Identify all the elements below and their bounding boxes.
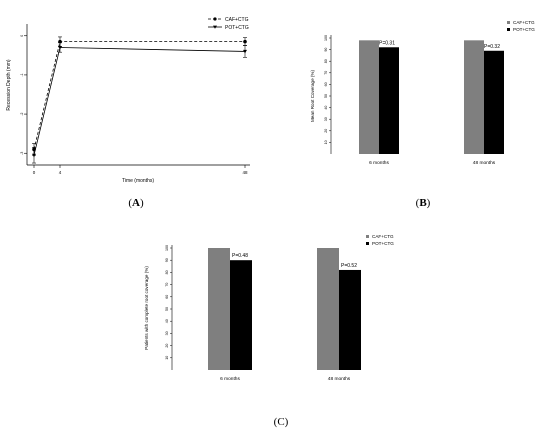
data-point [32, 153, 36, 158]
series-line-POT+CTG [33, 47, 246, 156]
y-tick-label: 50 [165, 307, 169, 311]
y-tick-label: 30 [165, 331, 169, 335]
bar-POT+CTG-1 [339, 269, 361, 370]
y-tick-label: 90 [324, 48, 328, 52]
y-tick-label: -2 [20, 112, 24, 115]
legend-label: POT+CTG [513, 27, 535, 32]
bar-CAF+CTG-1 [464, 40, 484, 154]
p-value-annotation: P=0.32 [484, 44, 500, 50]
legend-label: CAF+CTG [513, 20, 535, 25]
p-value-annotation: P=0.52 [341, 263, 357, 269]
bar-POT+CTG-0 [230, 260, 252, 370]
y-tick-label: 80 [165, 270, 169, 274]
bar-CAF+CTG-1 [317, 248, 339, 370]
y-tick-label: 20 [324, 129, 328, 133]
data-point [58, 46, 62, 50]
y-tick-label: 0 [20, 35, 24, 37]
x-tick-label: 0 [33, 170, 36, 175]
legend-marker [213, 25, 217, 29]
data-point [243, 39, 247, 44]
bar-POT+CTG-0 [379, 47, 399, 154]
legend-swatch [507, 28, 510, 31]
chart-panel-a: -3 -2 -1 0 0 4 48 Time (months) Recession Depth … [6, 17, 250, 184]
y-tick-label: 60 [165, 295, 169, 299]
p-value-annotation: P=0.31 [379, 40, 395, 46]
legend-label: POT+CTG [372, 241, 394, 246]
panel-label-a: (A) [128, 197, 144, 209]
x-tick-label: 6 months [220, 376, 240, 382]
bar-CAF+CTG-0 [359, 40, 379, 154]
x-tick-label: 4 [59, 170, 62, 175]
y-tick-label: 10 [165, 356, 169, 360]
bar-POT+CTG-1 [484, 50, 504, 155]
legend-label: CAF+CTG [225, 17, 249, 23]
p-value-annotation: P=0.48 [232, 253, 248, 259]
legend-label: CAF+CTG [372, 234, 394, 239]
y-tick-label: 50 [324, 94, 328, 98]
x-tick-label: 48 months [473, 160, 496, 166]
x-tick-label: 48 [242, 170, 248, 175]
chart-panel-c: 10 20 30 40 50 60 70 80 90 100 Patients with compl… [144, 234, 394, 382]
y-tick-label: 80 [324, 59, 328, 63]
x-tick-label: 6 months [369, 160, 389, 166]
y-tick-label: 100 [165, 245, 169, 251]
legend-marker [213, 17, 217, 21]
legend-swatch [507, 21, 510, 24]
x-tick-label: 48 months [328, 376, 351, 382]
y-tick-label: 70 [324, 71, 328, 75]
y-tick-label: 40 [324, 106, 328, 110]
x-axis-label: Time (months) [122, 178, 154, 184]
y-tick-label: 70 [165, 283, 169, 287]
y-tick-label: 90 [165, 258, 169, 262]
legend-label: POT+CTG [225, 25, 249, 31]
y-tick-label: 40 [165, 319, 169, 323]
chart-panel-b: 10 20 30 40 50 60 70 80 90 100 Mean Root Coverage … [310, 20, 535, 166]
bar-CAF+CTG-0 [208, 248, 230, 370]
legend-swatch [366, 235, 369, 238]
y-axis-label: Patients with complete root coverage (%) [144, 266, 149, 350]
y-tick-label: 10 [324, 140, 328, 144]
series-line-CAF+CTG [33, 41, 245, 150]
panel-label-b: (B) [416, 197, 431, 209]
y-axis-label: Mean Root Coverage (%) [310, 69, 315, 122]
y-tick-label: 60 [324, 82, 328, 86]
y-tick-label: -1 [20, 73, 24, 76]
y-tick-label: 100 [324, 35, 328, 41]
data-point [243, 49, 247, 54]
y-tick-label: 30 [324, 117, 328, 121]
panel-label-c: (C) [274, 416, 289, 428]
y-tick-label: -3 [20, 152, 24, 155]
legend-swatch [366, 242, 369, 245]
y-axis-label: Recession Depth (mm) [6, 59, 12, 110]
y-tick-label: 20 [165, 344, 169, 348]
